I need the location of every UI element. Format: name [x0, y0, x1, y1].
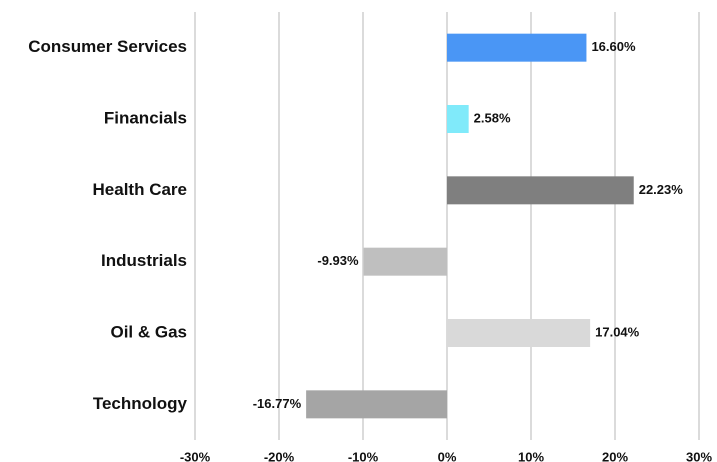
value-label: -16.77% [253, 396, 302, 411]
bar [447, 33, 587, 62]
bar [447, 319, 591, 347]
category-label: Technology [93, 394, 188, 413]
category-label: Financials [104, 108, 187, 127]
bar [447, 105, 469, 133]
value-label: 2.58% [474, 110, 511, 125]
value-label: 22.23% [639, 182, 684, 197]
category-label: Oil & Gas [110, 322, 187, 341]
x-tick-label: -30% [180, 449, 211, 462]
category-label: Industrials [101, 251, 187, 270]
bar [447, 176, 634, 205]
bar [306, 390, 447, 419]
value-label: 17.04% [595, 324, 640, 339]
category-label: Health Care [93, 180, 187, 199]
x-tick-label: 10% [518, 449, 544, 462]
x-tick-label: 0% [438, 449, 457, 462]
x-tick-label: -10% [348, 449, 379, 462]
value-label: -9.93% [317, 253, 359, 268]
value-label: 16.60% [591, 39, 636, 54]
x-tick-label: 20% [602, 449, 628, 462]
x-tick-label: -20% [264, 449, 295, 462]
category-label: Consumer Services [28, 37, 187, 56]
x-tick-label: 30% [686, 449, 712, 462]
bar [363, 247, 447, 276]
